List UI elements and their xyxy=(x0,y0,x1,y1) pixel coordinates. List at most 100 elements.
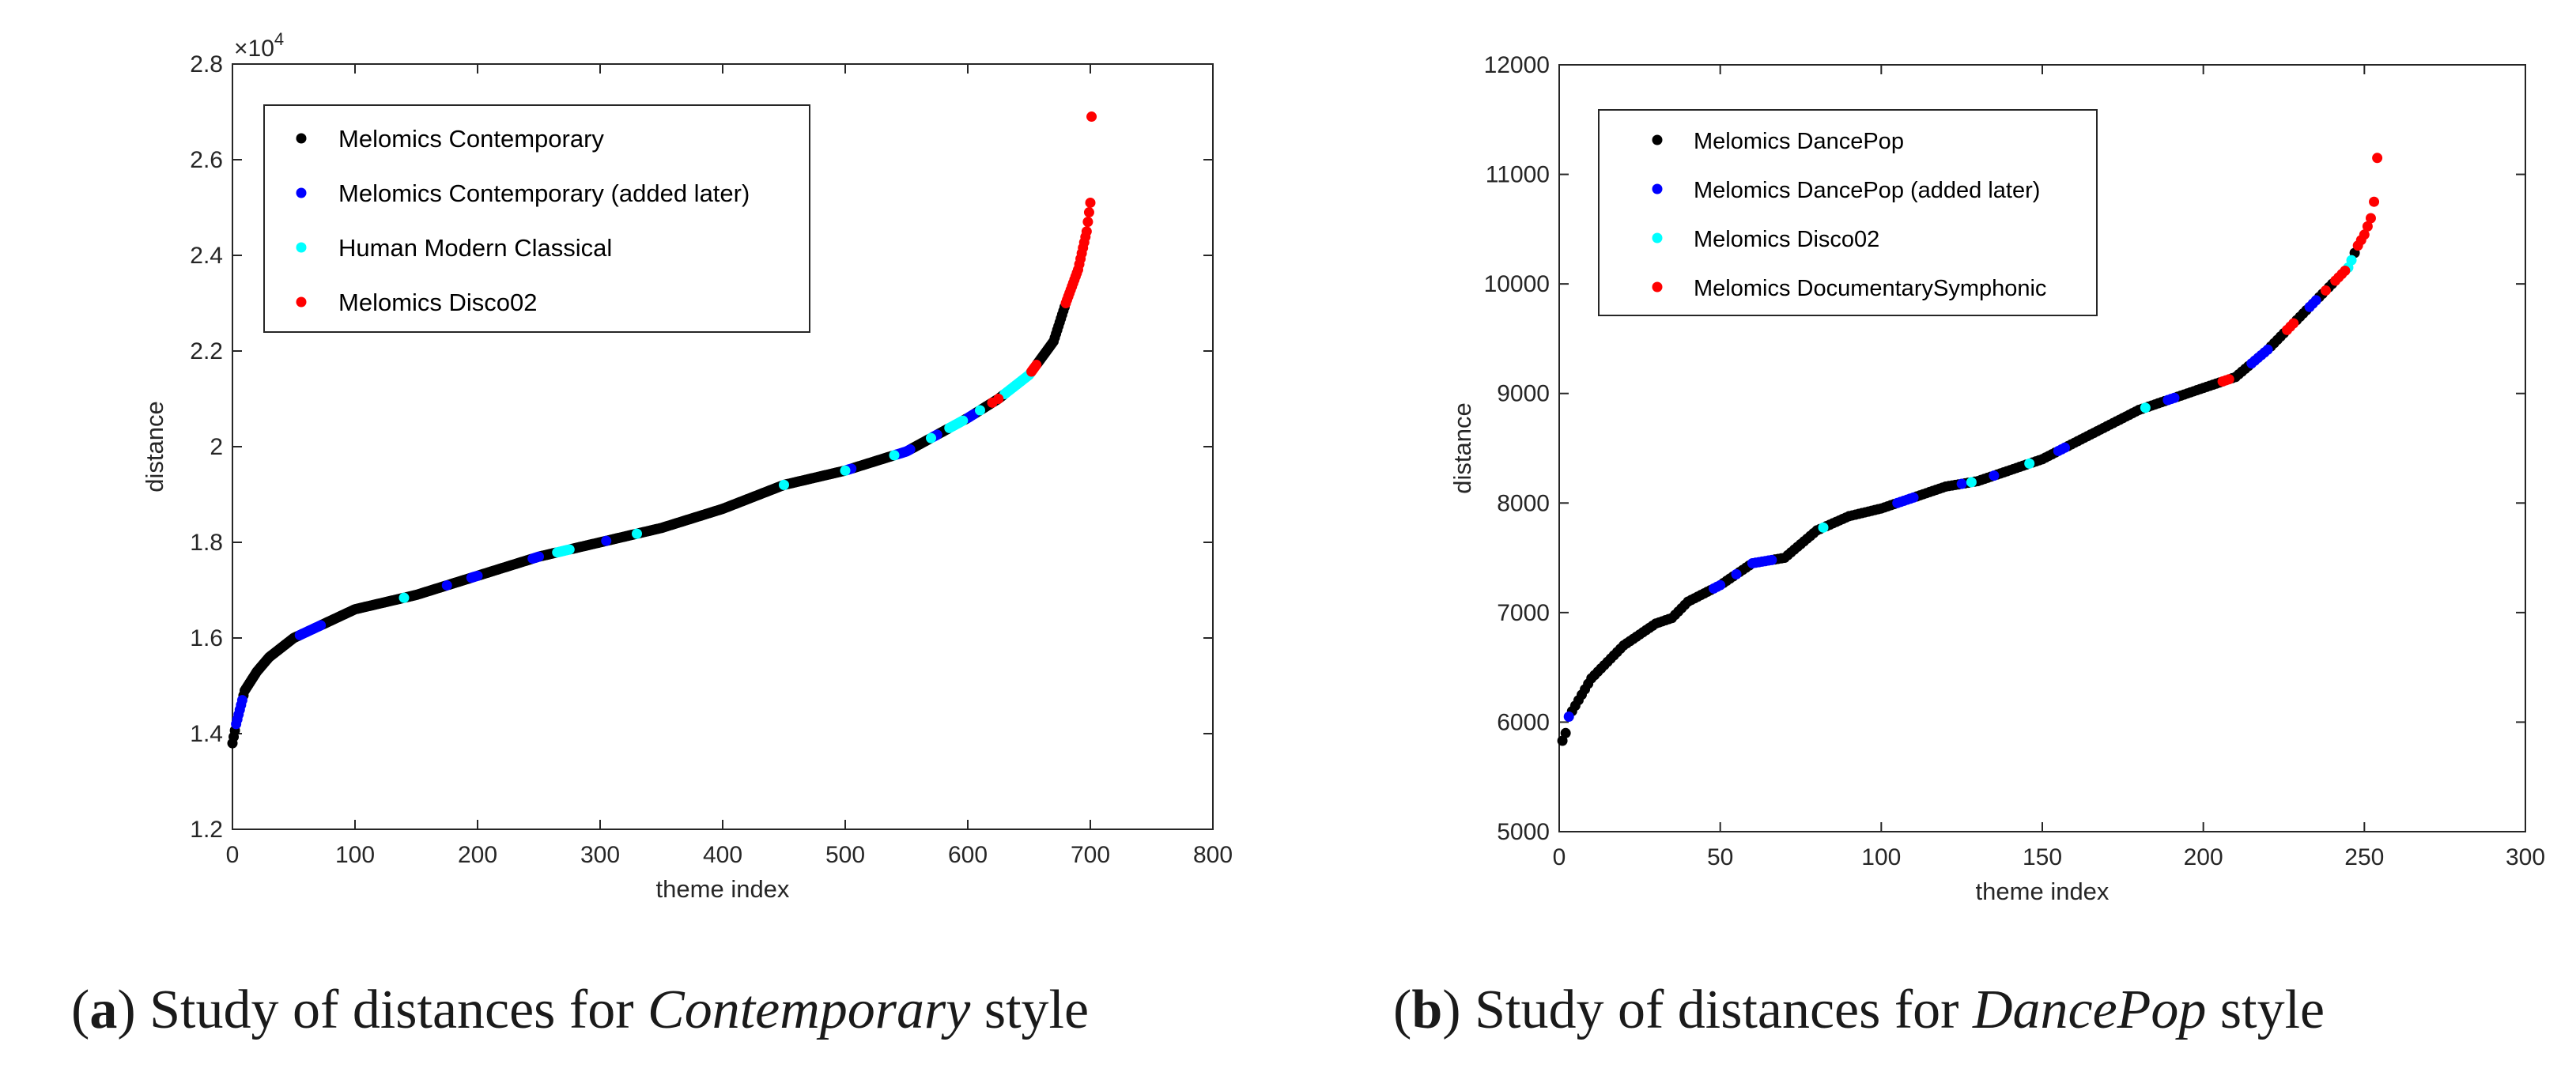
data-point xyxy=(398,592,410,603)
legend-entry: Melomics Contemporary (added later) xyxy=(338,179,750,207)
data-point xyxy=(779,479,789,490)
caption-b: (b) Study of distances for DancePop styl… xyxy=(1393,980,2325,1040)
y-tick-label: 1.2 xyxy=(190,817,223,843)
x-tick-label: 100 xyxy=(335,842,375,868)
data-point xyxy=(534,551,544,562)
data-point xyxy=(840,465,851,476)
y-tick-label: 2.4 xyxy=(190,243,223,269)
data-point xyxy=(1766,554,1777,565)
caption-b-pre: Study of distances for xyxy=(1461,980,1973,1040)
x-tick-label: 600 xyxy=(948,842,988,868)
data-point xyxy=(1818,522,1829,533)
y-tick-label: 1.4 xyxy=(190,721,223,747)
y-multiplier-exponent: 4 xyxy=(274,29,284,49)
x-tick-label: 250 xyxy=(2344,844,2384,870)
caption-a-open: ( xyxy=(71,980,89,1040)
data-point xyxy=(2060,442,2071,453)
y-tick-label: 1.8 xyxy=(190,530,223,556)
caption-b-letter: b xyxy=(1411,980,1442,1040)
data-points xyxy=(227,111,1097,749)
legend-entry: Melomics DancePop (added later) xyxy=(1694,178,2040,203)
caption-b-post: style xyxy=(2206,980,2325,1040)
data-point xyxy=(2340,266,2351,277)
data-point xyxy=(975,405,985,416)
panel-a-contemporary-chart: 0 100 200 300 400 500 600 700 800 1.2 1.4 1.6 1.8 2 2.… xyxy=(141,29,1233,903)
y-axis-label: distance xyxy=(141,401,168,492)
x-tick-label: 200 xyxy=(458,842,497,868)
data-point xyxy=(2024,458,2035,469)
data-point xyxy=(2310,295,2321,306)
data-point xyxy=(1908,492,1919,503)
x-tick-label: 500 xyxy=(825,842,865,868)
data-point xyxy=(958,415,969,426)
data-point xyxy=(472,570,483,581)
legend-entry: Human Modern Classical xyxy=(338,234,612,262)
panel-b-dancepop-chart: 0 50 100 150 200 250 300 5000 6000 7000 8000 9000 10… xyxy=(1449,52,2545,905)
legend-entry: Melomics Disco02 xyxy=(338,289,538,316)
data-point xyxy=(2359,229,2370,240)
caption-a-pre: Study of distances for xyxy=(136,980,648,1040)
y-axis-multiplier: ×104 xyxy=(234,29,284,62)
x-tick-label: 100 xyxy=(1861,844,1901,870)
data-point xyxy=(2223,374,2234,385)
data-point xyxy=(2140,402,2151,413)
data-point xyxy=(1083,207,1094,218)
x-tick-label: 0 xyxy=(1553,844,1566,870)
legend-box xyxy=(263,104,810,333)
x-tick-label: 300 xyxy=(2506,844,2545,870)
data-point xyxy=(1989,470,2000,481)
data-point xyxy=(1085,197,1096,208)
x-tick-label: 0 xyxy=(226,842,240,868)
data-point xyxy=(1560,727,1571,738)
data-point xyxy=(2169,392,2180,403)
legend: Melomics Contemporary Melomics Contempora… xyxy=(263,104,810,333)
x-axis-label: theme index xyxy=(656,875,790,903)
data-point xyxy=(632,528,642,539)
legend-marker xyxy=(1652,183,1663,194)
caption-b-style: DancePop xyxy=(1972,980,2206,1040)
x-tick-label: 200 xyxy=(2184,844,2223,870)
legend-marker xyxy=(1652,281,1663,293)
data-point xyxy=(1086,111,1097,123)
x-tick-label: 150 xyxy=(2023,844,2062,870)
data-point xyxy=(2372,153,2383,164)
data-point xyxy=(601,535,612,546)
y-tick-label: 2.8 xyxy=(190,51,223,77)
legend-marker xyxy=(296,187,307,198)
data-point xyxy=(2365,213,2376,224)
y-tick-label: 1.6 xyxy=(190,625,223,651)
legend-entry: Melomics Contemporary xyxy=(338,125,604,153)
y-multiplier-base: ×10 xyxy=(234,36,274,62)
data-point xyxy=(905,444,916,455)
caption-b-open: ( xyxy=(1393,980,1411,1040)
x-tick-label: 50 xyxy=(1707,844,1733,870)
y-tick-label: 12000 xyxy=(1484,52,1550,78)
caption-a-letter: a xyxy=(89,980,117,1040)
legend-entry: Melomics DocumentarySymphonic xyxy=(1694,276,2046,301)
data-point xyxy=(1081,226,1092,237)
data-point xyxy=(2320,285,2331,296)
data-point xyxy=(315,620,327,631)
caption-b-close: ) xyxy=(1442,980,1460,1040)
legend-entry: Melomics DancePop xyxy=(1694,129,1904,154)
legend-marker xyxy=(296,133,307,144)
data-point xyxy=(889,450,900,461)
data-point xyxy=(1557,735,1568,746)
legend-entry: Melomics Disco02 xyxy=(1694,227,1879,252)
data-point xyxy=(1082,217,1093,228)
caption-a: (a) Study of distances for Contemporary … xyxy=(71,980,1089,1040)
data-point xyxy=(441,579,452,591)
legend-marker xyxy=(1652,232,1663,243)
data-point xyxy=(2346,255,2357,266)
x-tick-label: 400 xyxy=(703,842,742,868)
legend-box xyxy=(1598,109,2098,316)
y-tick-label: 9000 xyxy=(1497,381,1550,407)
y-tick-label: 6000 xyxy=(1497,709,1550,735)
y-axis-label: distance xyxy=(1449,402,1476,493)
x-tick-label: 300 xyxy=(580,842,620,868)
data-point xyxy=(564,544,575,555)
data-point xyxy=(2288,318,2299,329)
legend-marker xyxy=(296,296,307,308)
caption-a-close: ) xyxy=(117,980,135,1040)
